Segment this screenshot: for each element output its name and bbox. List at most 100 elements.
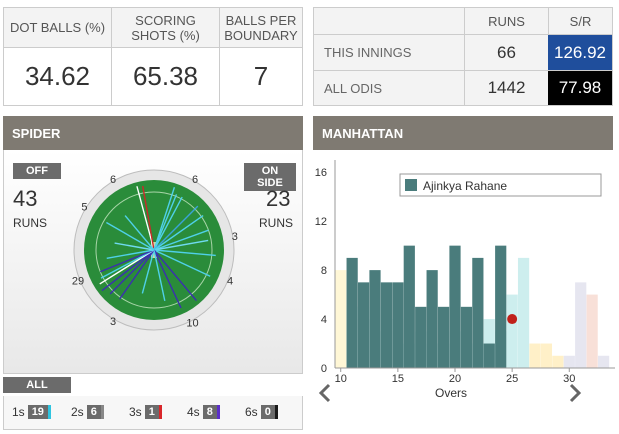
shot-line (153, 249, 216, 257)
shot-count-label: 6s (245, 405, 258, 419)
row-strike-rate: 77.98 (548, 71, 612, 105)
batsman-bar[interactable] (357, 282, 370, 368)
shot-line (99, 249, 155, 273)
runs-column-header: RUNS (464, 8, 548, 34)
spider-title: SPIDER (3, 116, 303, 150)
row-strike-rate: 126.92 (548, 35, 612, 70)
team-bar (586, 294, 598, 368)
zone-run-label: 3 (110, 316, 116, 328)
off-side-label: OFF (13, 163, 61, 179)
spider-body: OFF 43 RUNS ON SIDE 23 RUNS 6 6 3 4 10 3 29 5 (3, 150, 303, 374)
shot-line (153, 239, 209, 251)
x-tick-label: 10 (335, 373, 347, 385)
y-tick-label: 8 (321, 265, 327, 277)
batsman-bar[interactable] (415, 306, 427, 368)
shot-count-bar: 1s 19 2s 6 3s 1 4s 8 6s 0 (3, 396, 303, 430)
batsman-bar[interactable] (426, 270, 438, 368)
shot-count-value: 0 (260, 405, 278, 419)
shot-line (153, 249, 166, 302)
scoring-shots-column: SCORING SHOTS (%) 65.38 (112, 8, 220, 105)
team-bar (529, 343, 541, 368)
manhattan-title: MANHATTAN (313, 116, 613, 150)
shot-line (153, 249, 211, 277)
y-tick-label: 0 (321, 363, 327, 375)
legend-swatch (405, 179, 417, 191)
y-tick-label: 16 (315, 167, 327, 179)
zone-run-label: 6 (110, 174, 116, 186)
batsman-bar[interactable] (449, 245, 461, 368)
wicket-marker (507, 314, 518, 325)
balls-per-boundary-header: BALLS PER BOUNDARY (220, 8, 302, 48)
shot-line (141, 249, 155, 294)
batsman-bar[interactable] (403, 245, 415, 368)
row-runs: 1442 (464, 71, 548, 105)
zone-run-label: 6 (192, 174, 198, 186)
y-tick-label: 12 (315, 216, 327, 228)
batsman-bar[interactable] (472, 257, 484, 368)
shot-count-label: 3s (129, 405, 142, 419)
shot-line (114, 242, 155, 251)
manhattan-chart: 0 4 8 12 16 10 15 20 25 30 Overs Ajinkya Rahane (315, 160, 615, 403)
row-runs: 66 (464, 35, 548, 70)
team-bar (597, 355, 610, 368)
x-axis-label: Overs (435, 386, 467, 400)
team-bar (335, 270, 347, 368)
zone-run-label: 3 (232, 231, 238, 243)
runs-table-header: RUNS S/R (314, 8, 612, 35)
batsman-bar[interactable] (460, 306, 473, 368)
team-bar (563, 355, 575, 368)
batsman-bar[interactable] (437, 306, 450, 368)
zone-run-label: 10 (186, 317, 198, 329)
row-label: THIS INNINGS (324, 45, 412, 60)
zone-run-label: 29 (72, 276, 84, 288)
x-tick-label: 30 (563, 373, 575, 385)
shot-line (153, 196, 183, 251)
wagon-wheel-chart: 6 6 3 4 10 3 29 5 (72, 169, 238, 331)
scoring-shots-value: 65.38 (112, 48, 219, 105)
shot-line (153, 249, 182, 309)
shot-line (119, 249, 155, 300)
shot-line (99, 249, 155, 285)
shot-line (153, 187, 176, 251)
batsman-bar[interactable] (483, 343, 495, 368)
shot-count-label: 2s (71, 405, 84, 419)
team-bar (575, 282, 587, 368)
prev-arrow-icon[interactable] (318, 383, 331, 403)
shot-line (124, 215, 155, 251)
shot-count-value: 6 (86, 405, 104, 419)
shot-line (136, 186, 155, 251)
shot-count-label: 1s (12, 405, 25, 419)
batsman-bar[interactable] (392, 282, 404, 368)
batsman-bar[interactable] (380, 282, 393, 368)
team-bar (540, 343, 553, 368)
on-runs-word: RUNS (259, 216, 294, 230)
batsman-bar[interactable] (495, 245, 507, 368)
off-side-runs: 43 (13, 186, 38, 211)
batsman-bar[interactable] (369, 270, 381, 368)
dot-balls-value: 34.62 (4, 48, 111, 105)
zone-run-label: 4 (227, 276, 233, 288)
zone-run-label: 5 (81, 202, 87, 214)
shot-count-value: 1 (144, 405, 162, 419)
manhattan-panel: MANHATTAN 0 4 8 12 16 10 15 20 25 30 Overs Ajinkya… (313, 116, 615, 432)
all-filter-tab[interactable]: ALL (3, 377, 71, 393)
shot-count-1s: 1s 19 (12, 405, 51, 419)
boundary-stats-table: DOT BALLS (%) 34.62 SCORING SHOTS (%) 65… (3, 7, 303, 106)
shot-line (106, 249, 155, 260)
shot-line (109, 249, 155, 295)
strike-rate-column-header: S/R (548, 8, 612, 34)
shot-line (153, 194, 178, 251)
team-bar (506, 294, 518, 368)
shot-line (100, 249, 155, 279)
next-arrow-icon[interactable] (569, 383, 582, 403)
shot-count-label: 4s (187, 405, 200, 419)
team-bar (552, 355, 564, 368)
batsman-bar[interactable] (346, 257, 358, 368)
runs-strike-rate-table: RUNS S/R THIS INNINGS 66 126.92 ALL ODIS… (313, 7, 613, 106)
shot-line (106, 221, 155, 251)
shot-count-6s: 6s 0 (245, 405, 278, 419)
row-label: ALL ODIS (324, 80, 383, 96)
on-side-label: ON SIDE (244, 163, 296, 191)
shot-line (101, 249, 155, 292)
table-row: THIS INNINGS 66 126.92 (314, 35, 612, 71)
